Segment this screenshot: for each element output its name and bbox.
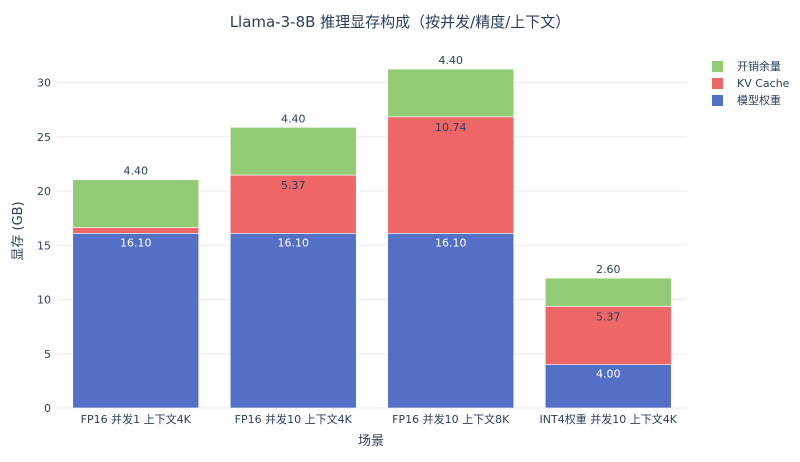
bar-value-label: 4.00 [596,368,621,381]
x-tick-label: FP16 并发10 上下文8K [392,412,510,426]
bar-value-label: 5.37 [281,179,306,192]
y-tick-label: 20 [37,185,51,198]
bar-segment [544,277,672,307]
y-axis: 0 5 10 15 20 25 30 [37,77,51,415]
bar-segment [544,306,672,365]
bar-value-label: 4.40 [281,112,306,125]
bar-value-label: 4.40 [439,54,464,67]
bar-segment [387,233,515,409]
legend-swatch [712,95,723,106]
x-tick-label: FP16 并发1 上下文4K [81,412,192,426]
bar-value-label: 16.10 [278,236,310,249]
legend-item[interactable]: 开销余量 [712,59,781,73]
y-tick-label: 25 [37,131,51,144]
legend[interactable]: 开销余量 KV Cache 模型权重 [712,59,790,107]
bar-segment [229,174,357,234]
legend-item[interactable]: KV Cache [712,77,790,90]
y-tick-label: 0 [44,402,51,415]
legend-swatch [712,78,723,89]
bar-segment [229,233,357,409]
bar-value-label: 4.40 [124,165,149,178]
legend-item[interactable]: 模型权重 [712,93,781,107]
bar-segment [544,364,672,409]
y-axis-label: 显存 (GB) [11,201,26,260]
x-axis: FP16 并发1 上下文4K FP16 并发10 上下文4K FP16 并发10 上… [81,412,678,426]
x-axis-label: 场景 [358,434,384,449]
y-tick-label: 30 [37,77,51,90]
x-tick-label: INT4权重 并发10 上下文4K [540,412,678,426]
x-tick-label: FP16 并发10 上下文4K [235,412,353,426]
y-tick-label: 10 [37,294,51,307]
bar-segment [72,179,200,228]
bars: 16.10 4.40 16.10 5.37 4.40 16.10 10.74 4.40 4.00… [72,54,672,409]
legend-label: 模型权重 [737,93,781,107]
bar-segment [72,227,200,234]
legend-label: KV Cache [737,77,790,90]
bar-value-label: 2.60 [596,263,621,276]
y-tick-label: 15 [37,239,51,252]
chart-title: Llama-3-8B 推理显存构成（按并发/精度/上下文） [230,13,571,31]
bar-value-label: 16.10 [435,236,467,249]
bar-value-label: 16.10 [120,236,152,249]
legend-swatch [712,61,723,72]
legend-label: 开销余量 [737,59,781,73]
bar-segment [72,233,200,409]
y-tick-label: 5 [44,348,51,361]
bar-segment [387,68,515,118]
bar-segment [229,127,357,176]
bar-value-label: 5.37 [596,310,621,323]
bar-segment [387,116,515,234]
bar-value-label: 10.74 [435,121,467,134]
